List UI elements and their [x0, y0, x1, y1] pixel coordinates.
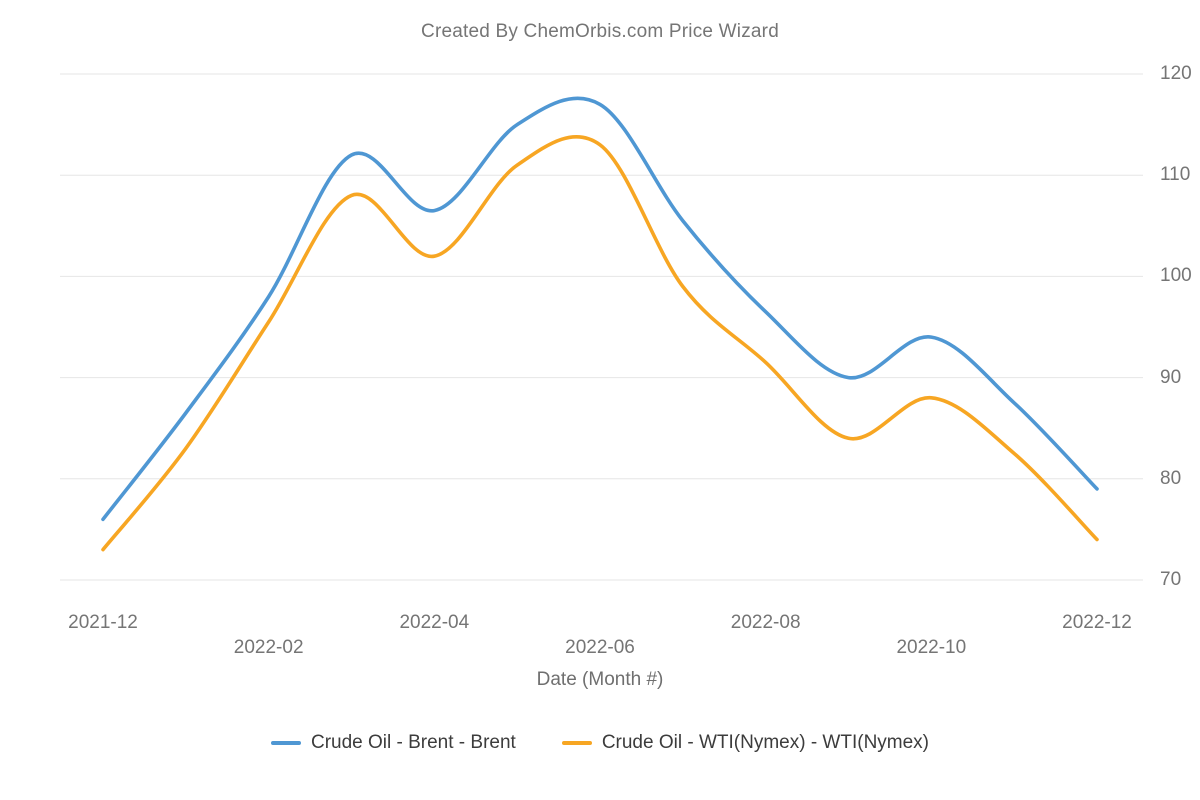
chart-title: Created By ChemOrbis.com Price Wizard: [421, 21, 779, 42]
x-axis-label: 2021-12: [68, 612, 138, 633]
legend-item-0[interactable]: Crude Oil - Brent - Brent: [270, 732, 516, 754]
legend-item-1[interactable]: Crude Oil - WTI(Nymex) - WTI(Nymex): [561, 732, 930, 754]
y-axis-label: 80: [1160, 467, 1182, 489]
y-axis-label: 90: [1160, 366, 1182, 388]
x-axis-label: 2022-04: [399, 612, 470, 633]
legend-swatch-icon: [561, 741, 592, 745]
y-axis-label: 110: [1160, 164, 1191, 186]
x-axis-label: 2022-08: [730, 612, 801, 633]
series-line-1: [101, 134, 1099, 552]
legend-label: Crude Oil - WTI(Nymex) - WTI(Nymex): [601, 732, 930, 753]
legend-label: Crude Oil - Brent - Brent: [310, 732, 516, 753]
x-axis-label: 2022-10: [896, 637, 967, 658]
x-axis-label: 2022-02: [233, 637, 304, 658]
legend-swatch-icon: [270, 741, 301, 745]
y-axis-label: 70: [1160, 569, 1182, 590]
x-axis-label: 2022-06: [565, 637, 635, 658]
x-axis-label: 2022-12: [1062, 612, 1132, 633]
series-line-0: [101, 96, 1099, 522]
x-axis-title: Date (Month #): [536, 669, 664, 690]
y-axis-label: 120: [1160, 63, 1192, 84]
y-axis-label: 100: [1160, 265, 1192, 287]
legend: Crude Oil - Brent - Brent Crude Oil - WTI…: [0, 732, 1200, 754]
